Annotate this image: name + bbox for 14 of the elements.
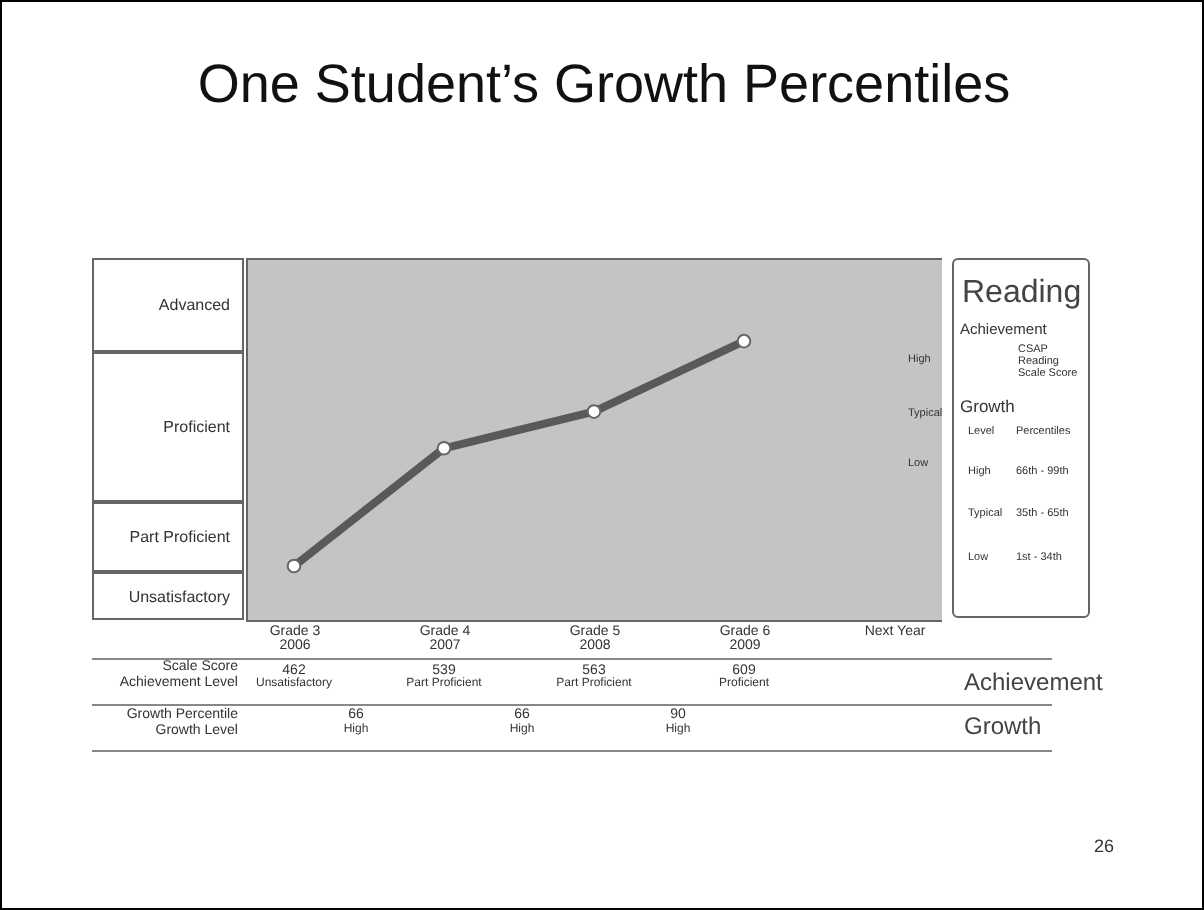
point: [586, 404, 602, 419]
point: [436, 440, 452, 456]
text: Advanced: [92, 258, 244, 352]
point: [286, 558, 302, 574]
point: [736, 333, 752, 349]
annotation: Part Proficient: [92, 502, 244, 572]
text: 26: [1091, 836, 1114, 858]
text: Achievement: [964, 668, 1103, 697]
text: Unsatisfactory: [92, 572, 244, 620]
annotation: Growth: [960, 396, 1015, 417]
text: Reading: [962, 276, 1082, 312]
text: Growth: [964, 712, 1042, 741]
annotation: Proficient: [92, 352, 244, 502]
chart-title: One Student’s Growth Percentiles: [195, 54, 1013, 116]
